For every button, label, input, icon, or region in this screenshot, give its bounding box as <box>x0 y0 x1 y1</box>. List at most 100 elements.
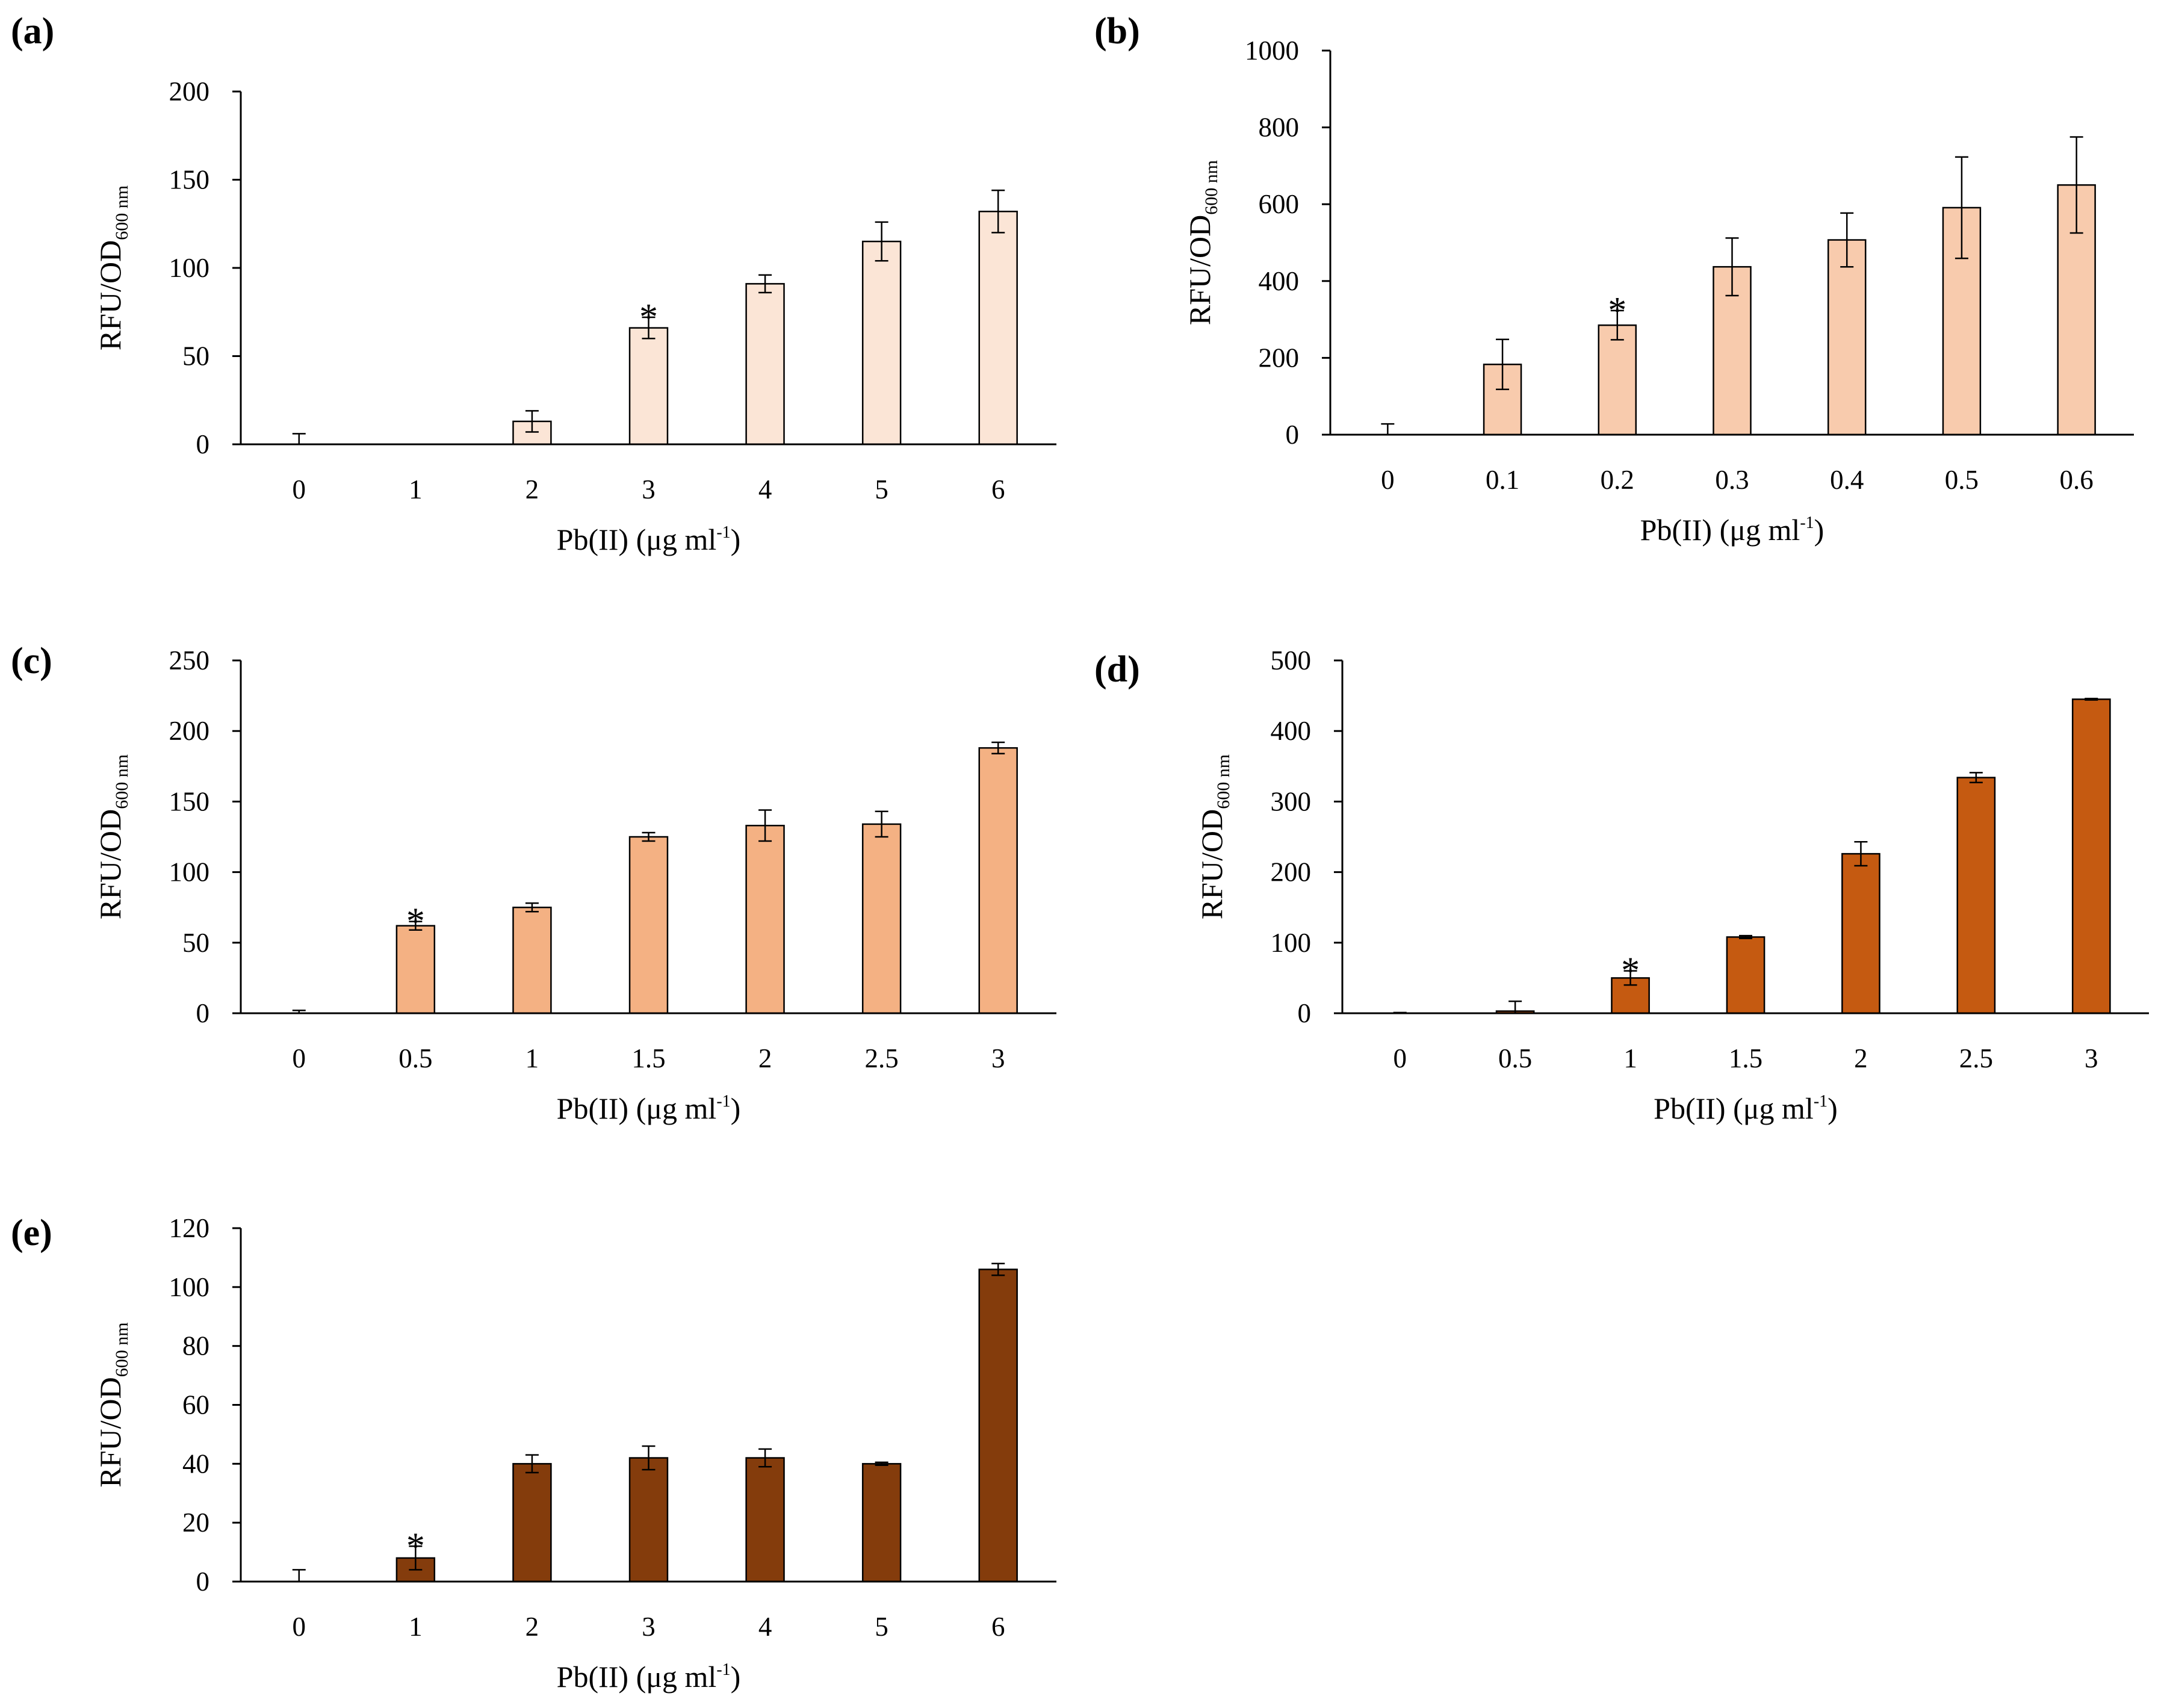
error-bar <box>1725 237 1739 297</box>
x-tick-label: 3 <box>991 1043 1005 1073</box>
y-tick-label: 0 <box>1286 420 1300 450</box>
panel-label: (b) <box>1094 11 1140 52</box>
y-tick-label: 200 <box>169 76 210 107</box>
significance-marker: * <box>406 1526 425 1567</box>
y-tick-label: 0 <box>196 1567 210 1597</box>
x-tick-label: 4 <box>758 474 772 505</box>
error-bar <box>1955 156 1968 259</box>
bar <box>395 925 436 1014</box>
y-axis-title: RFU/OD600 nm <box>1195 754 1233 919</box>
y-tick-label: 200 <box>169 716 210 746</box>
bar <box>861 823 902 1014</box>
error-bar <box>1610 309 1624 341</box>
panel-label: (c) <box>11 641 52 682</box>
error-bar <box>991 189 1005 234</box>
panel-d: (d) 0 100 200 300 400 500 0 0.5 * 1 1.5 2 2.5 3 Pb(II) … <box>1094 645 2149 1125</box>
y-tick-label: 600 <box>1259 189 1300 219</box>
x-tick-label: 1.5 <box>1729 1043 1762 1073</box>
error-bar <box>292 1569 306 1582</box>
significance-marker: * <box>406 901 425 942</box>
x-tick-label: 1.5 <box>631 1043 665 1073</box>
panel-label: (e) <box>11 1213 52 1253</box>
y-axis-title: RFU/OD600 nm <box>93 1322 132 1487</box>
y-tick-label: 0 <box>196 429 210 459</box>
x-tick-label: 0.3 <box>1715 465 1749 495</box>
x-tick-label: 6 <box>991 474 1005 505</box>
x-tick-label: 3 <box>2085 1043 2098 1073</box>
bar <box>861 1463 902 1583</box>
error-bar <box>991 741 1005 754</box>
y-tick-label: 500 <box>1271 645 1312 675</box>
y-tick-label: 0 <box>196 998 210 1028</box>
bar <box>2071 698 2111 1014</box>
x-tick-label: 0 <box>1381 465 1395 495</box>
x-axis-title: Pb(II) (μg ml-1) <box>557 1660 741 1694</box>
error-bar <box>292 433 306 444</box>
y-tick-label: 300 <box>1271 786 1312 816</box>
error-bar <box>758 274 772 294</box>
x-tick-label: 0 <box>1393 1043 1407 1073</box>
error-bar <box>758 1448 772 1468</box>
y-tick-label: 1000 <box>1245 36 1299 66</box>
x-tick-label: 0.6 <box>2060 465 2094 495</box>
y-tick-label: 200 <box>1271 857 1312 887</box>
x-tick-label: 4 <box>758 1612 772 1642</box>
y-tick-label: 0 <box>1298 998 1312 1028</box>
x-tick-label: 2 <box>1854 1043 1868 1073</box>
error-bar <box>642 831 656 842</box>
x-tick-label: 0.2 <box>1601 465 1634 495</box>
x-tick-label: 0 <box>293 1612 306 1642</box>
bar <box>978 210 1018 446</box>
x-tick-label: 5 <box>875 474 888 505</box>
panel-label: (a) <box>11 11 54 52</box>
x-tick-label: 0 <box>293 474 306 505</box>
y-tick-label: 80 <box>182 1331 209 1361</box>
panel-a: (a) 0 50 100 150 200 0 1 2 * 3 4 5 6 Pb(II) (μg ml-1) R… <box>11 11 1056 556</box>
x-tick-label: 2 <box>525 474 539 505</box>
error-bar <box>875 221 888 262</box>
y-tick-label: 50 <box>182 341 209 371</box>
error-bar <box>1496 338 1510 390</box>
y-tick-label: 150 <box>169 786 210 816</box>
x-tick-label: 2 <box>525 1612 539 1642</box>
error-bar <box>1623 970 1637 986</box>
x-axis-title: Pb(II) (μg ml-1) <box>1654 1092 1838 1125</box>
y-tick-label: 100 <box>1271 928 1312 958</box>
error-bar <box>642 1445 656 1471</box>
bar <box>745 283 785 446</box>
bar <box>628 1457 669 1583</box>
significance-marker: * <box>1621 951 1640 992</box>
bar <box>1827 239 1867 436</box>
bar <box>1598 324 1637 436</box>
bar <box>1726 936 1766 1014</box>
error-bar <box>875 1461 888 1467</box>
x-tick-label: 5 <box>875 1612 888 1642</box>
x-tick-label: 1 <box>409 474 423 505</box>
x-tick-label: 3 <box>642 474 656 505</box>
x-tick-label: 2.5 <box>1959 1043 1993 1073</box>
y-tick-label: 60 <box>182 1390 209 1420</box>
y-tick-label: 250 <box>169 645 210 675</box>
significance-marker: * <box>639 297 658 338</box>
error-bar <box>2085 698 2098 701</box>
y-axis-title: RFU/OD600 nm <box>1183 160 1221 325</box>
panel-c: (c) 0 50 100 150 200 250 0 * 0.5 1 1.5 2 2.5 3 Pb(II) (… <box>11 641 1056 1125</box>
x-tick-label: 0.1 <box>1486 465 1519 495</box>
bar <box>1956 777 1996 1014</box>
x-tick-label: 6 <box>991 1612 1005 1642</box>
x-tick-label: 2 <box>758 1043 772 1073</box>
bar <box>1841 852 1880 1014</box>
y-tick-label: 50 <box>182 928 209 958</box>
error-bar <box>525 902 539 913</box>
x-tick-label: 0.5 <box>398 1043 432 1073</box>
error-bar <box>875 810 888 838</box>
bar <box>628 836 669 1014</box>
bar <box>512 906 552 1014</box>
error-bar <box>1854 840 1868 867</box>
bar <box>745 824 785 1014</box>
error-bar <box>758 809 772 842</box>
y-tick-label: 800 <box>1259 113 1300 143</box>
x-axis-title: Pb(II) (μg ml-1) <box>557 523 741 556</box>
y-axis-title: RFU/OD600 nm <box>93 754 132 919</box>
